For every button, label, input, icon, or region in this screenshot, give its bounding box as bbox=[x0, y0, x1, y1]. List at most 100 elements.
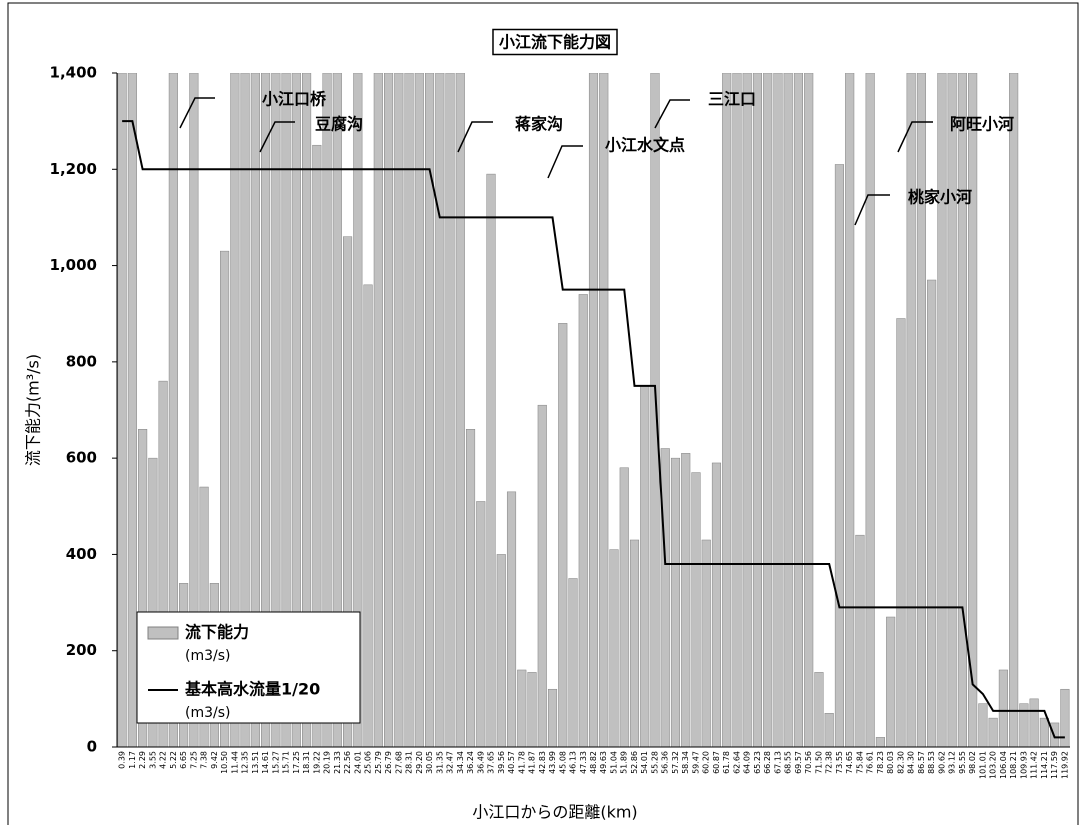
bar bbox=[896, 318, 906, 747]
bar bbox=[599, 73, 609, 747]
x-tick-label: 78.23 bbox=[876, 751, 885, 774]
x-tick-label: 29.20 bbox=[415, 751, 424, 774]
bar bbox=[783, 73, 793, 747]
bar bbox=[537, 404, 547, 747]
y-tick-label: 600 bbox=[66, 449, 97, 467]
x-tick-label: 61.78 bbox=[722, 751, 731, 774]
x-tick-label: 88.53 bbox=[927, 751, 936, 774]
bar bbox=[363, 284, 373, 747]
x-tick-label: 73.55 bbox=[835, 751, 844, 774]
bar bbox=[629, 539, 640, 747]
bar bbox=[168, 73, 178, 747]
bar bbox=[394, 73, 404, 747]
x-tick-label: 72.38 bbox=[825, 751, 834, 774]
x-tick-label: 66.28 bbox=[763, 751, 772, 774]
bar bbox=[650, 73, 660, 747]
y-tick-label: 1,000 bbox=[50, 256, 97, 274]
x-tick-label: 90.62 bbox=[937, 751, 946, 774]
x-tick-label: 5.22 bbox=[169, 751, 178, 769]
bar bbox=[1039, 717, 1049, 747]
leader-line bbox=[897, 121, 933, 153]
x-tick-label: 71.50 bbox=[814, 751, 823, 774]
x-tick-label: 60.20 bbox=[702, 751, 711, 774]
bar bbox=[906, 73, 916, 747]
x-tick-label: 17.25 bbox=[292, 751, 301, 774]
bar bbox=[732, 73, 742, 747]
x-tick-label: 41.78 bbox=[517, 751, 526, 774]
leader-line bbox=[547, 145, 583, 179]
bar bbox=[1029, 698, 1039, 747]
x-tick-label: 20.19 bbox=[323, 751, 332, 774]
x-tick-label: 36.49 bbox=[476, 751, 485, 774]
x-tick-label: 98.02 bbox=[968, 751, 977, 774]
bar bbox=[742, 73, 752, 747]
bar bbox=[517, 669, 527, 747]
bar bbox=[865, 73, 875, 747]
y-tick-label: 400 bbox=[66, 545, 97, 563]
legend-unit: (m3/s) bbox=[185, 705, 230, 721]
x-axis-label: 小江口からの距離(km) bbox=[472, 803, 637, 822]
y-tick-label: 800 bbox=[66, 352, 97, 370]
bar bbox=[1060, 688, 1070, 747]
bar bbox=[250, 73, 260, 747]
bar bbox=[158, 380, 168, 747]
bar bbox=[547, 688, 558, 747]
annotation: 阿旺小河 bbox=[950, 115, 1014, 134]
title-box bbox=[492, 28, 618, 56]
line bbox=[122, 120, 1065, 739]
bar bbox=[496, 554, 506, 747]
leader-line bbox=[854, 194, 890, 226]
legend-label: 基本高水流量1/20 bbox=[184, 680, 320, 699]
x-tick-label: 106.04 bbox=[999, 751, 1008, 779]
annotation: 三江口 bbox=[708, 90, 756, 109]
x-tick-label: 10.50 bbox=[220, 751, 229, 774]
bar bbox=[527, 672, 537, 747]
x-tick-label: 117.59 bbox=[1050, 751, 1059, 779]
bar bbox=[568, 578, 578, 747]
bar bbox=[691, 472, 701, 747]
x-tick-label: 111.42 bbox=[1030, 751, 1039, 779]
bar bbox=[1019, 703, 1029, 747]
x-tick-label: 25.06 bbox=[364, 751, 373, 774]
bar bbox=[220, 250, 230, 747]
bar bbox=[127, 73, 137, 747]
y-tick-label: 200 bbox=[66, 641, 97, 659]
bar bbox=[117, 73, 127, 747]
bar bbox=[506, 491, 517, 747]
x-tick-label: 24.01 bbox=[353, 751, 362, 774]
leader-line bbox=[179, 97, 215, 129]
bar bbox=[261, 73, 271, 747]
frame bbox=[7, 2, 1079, 825]
bar bbox=[424, 73, 435, 747]
annotation: 豆腐沟 bbox=[315, 115, 363, 134]
leader-line bbox=[457, 121, 493, 153]
bar bbox=[968, 73, 978, 747]
x-tick-label: 0.39 bbox=[118, 751, 127, 769]
x-tick-label: 18.31 bbox=[302, 751, 311, 774]
bar bbox=[824, 713, 834, 747]
x-tick-label: 36.24 bbox=[466, 751, 475, 774]
bar bbox=[701, 539, 711, 747]
x-tick-label: 51.04 bbox=[609, 751, 618, 774]
x-tick-label: 51.89 bbox=[620, 751, 629, 774]
bar bbox=[578, 294, 588, 747]
x-tick-label: 62.64 bbox=[732, 751, 741, 774]
x-tick-label: 3.55 bbox=[148, 751, 157, 769]
x-tick-label: 54.01 bbox=[640, 751, 649, 774]
x-tick-label: 9.42 bbox=[210, 751, 219, 769]
bar bbox=[978, 703, 988, 747]
legend-unit: (m3/s) bbox=[185, 648, 230, 664]
bar bbox=[476, 501, 486, 747]
annotation: 蒋家沟 bbox=[515, 115, 563, 134]
x-tick-label: 67.13 bbox=[773, 751, 782, 774]
x-tick-label: 57.32 bbox=[671, 751, 680, 774]
x-tick-label: 48.82 bbox=[589, 751, 598, 774]
bar bbox=[189, 73, 199, 747]
bar bbox=[302, 73, 312, 747]
x-tick-label: 93.12 bbox=[948, 751, 957, 774]
x-tick-label: 42.83 bbox=[538, 751, 547, 774]
leader-line bbox=[259, 121, 295, 153]
bar bbox=[486, 173, 496, 747]
bar bbox=[138, 429, 148, 747]
